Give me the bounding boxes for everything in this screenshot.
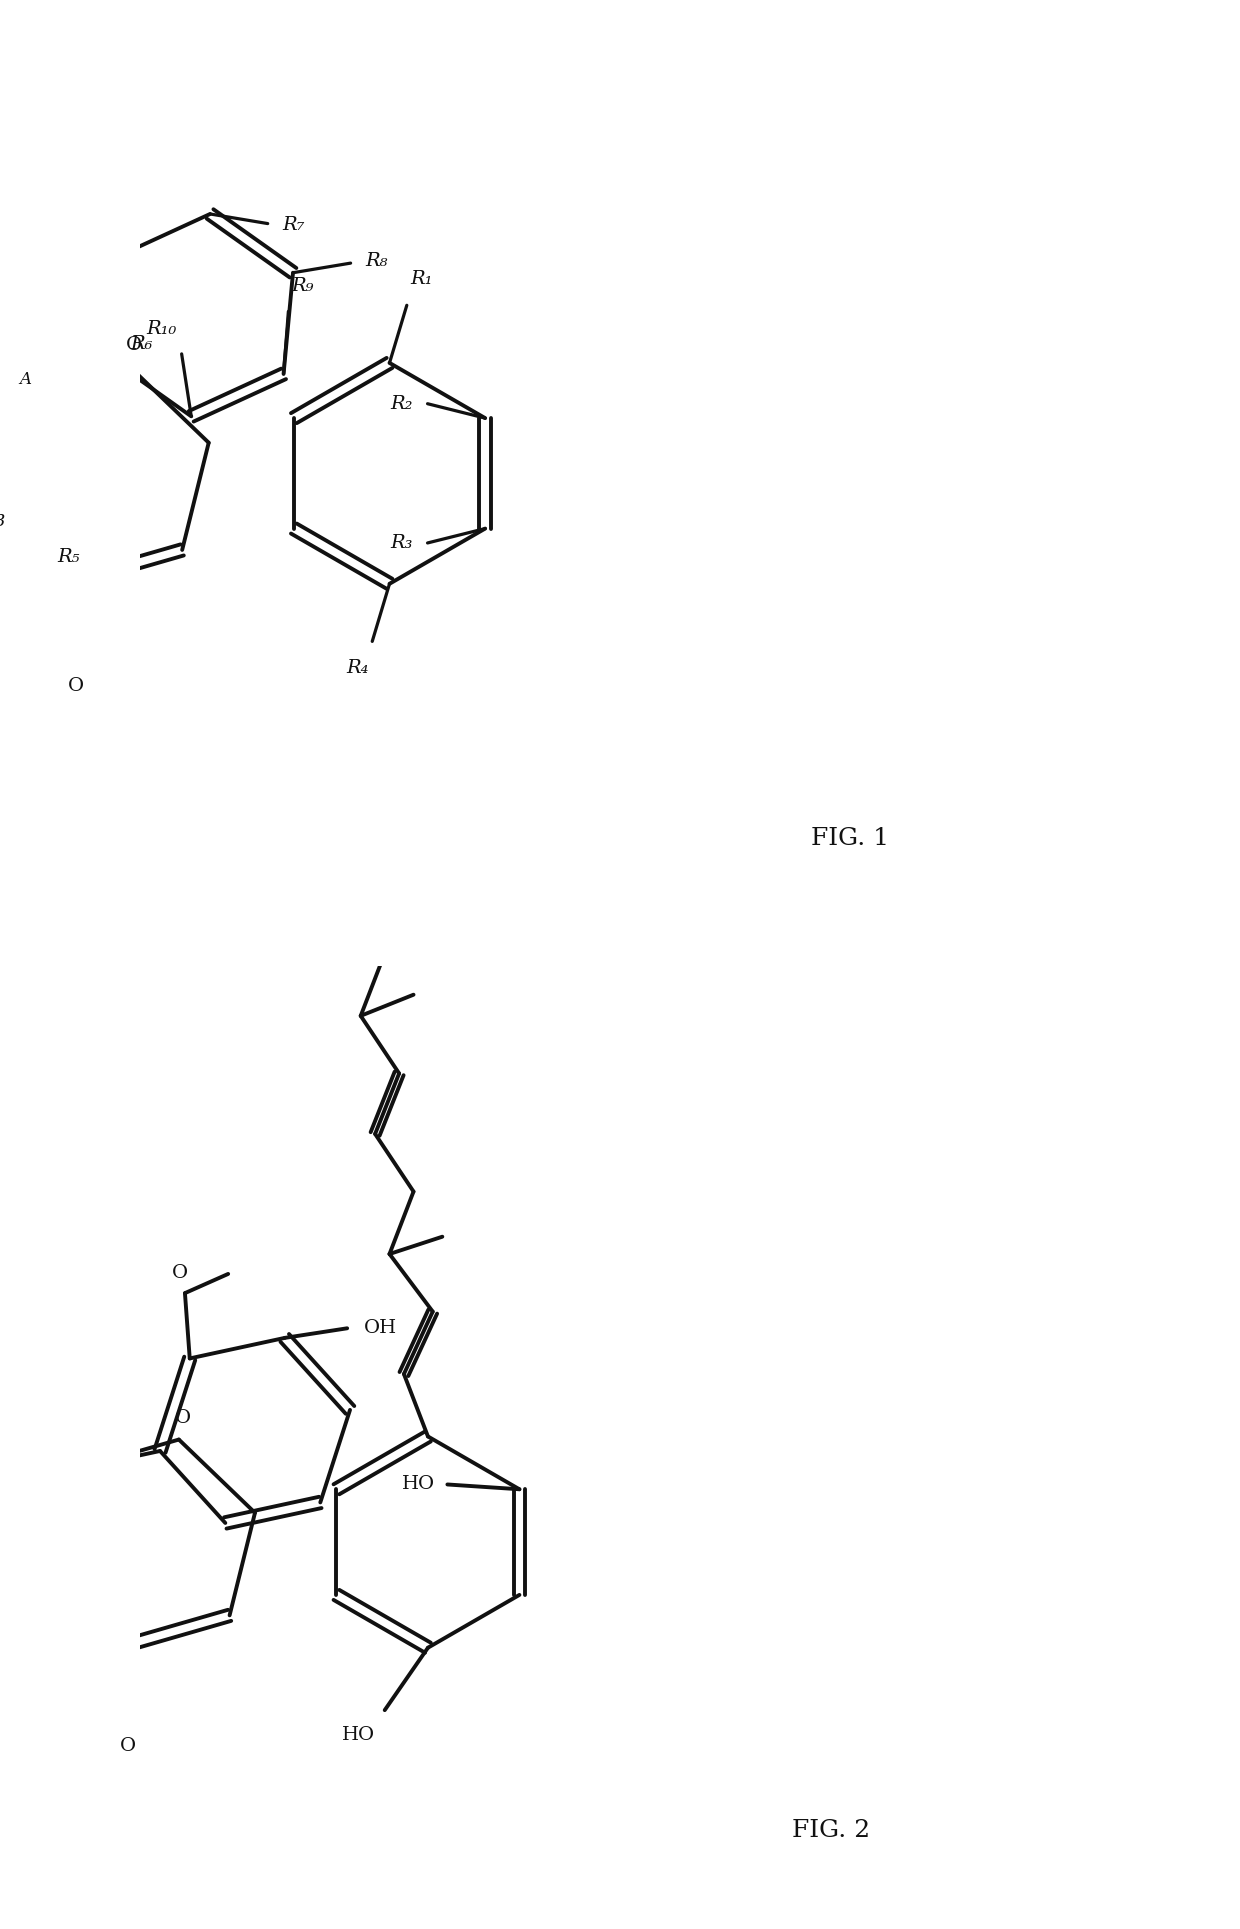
Text: HO: HO: [402, 1476, 435, 1493]
Text: R₁₀: R₁₀: [146, 320, 177, 338]
Text: A: A: [19, 370, 31, 388]
Text: FIG. 2: FIG. 2: [792, 1819, 870, 1842]
Text: OH: OH: [363, 1319, 397, 1337]
Text: O: O: [172, 1263, 188, 1281]
Text: HO: HO: [342, 1726, 376, 1744]
Text: O: O: [68, 677, 84, 694]
Text: O: O: [120, 1738, 136, 1755]
Text: R₆: R₆: [130, 336, 153, 353]
Text: B: B: [0, 513, 5, 530]
Text: R₉: R₉: [291, 278, 314, 295]
Text: R₄: R₄: [346, 658, 368, 677]
Text: O: O: [175, 1410, 191, 1427]
Text: R₇: R₇: [283, 216, 305, 235]
Text: FIG. 1: FIG. 1: [811, 828, 889, 851]
Text: R₈: R₈: [365, 253, 388, 270]
Text: O: O: [125, 336, 143, 355]
Text: R₅: R₅: [57, 548, 79, 565]
Text: R₂: R₂: [391, 395, 413, 413]
Text: R₃: R₃: [391, 534, 413, 552]
Text: R₁: R₁: [410, 270, 433, 287]
